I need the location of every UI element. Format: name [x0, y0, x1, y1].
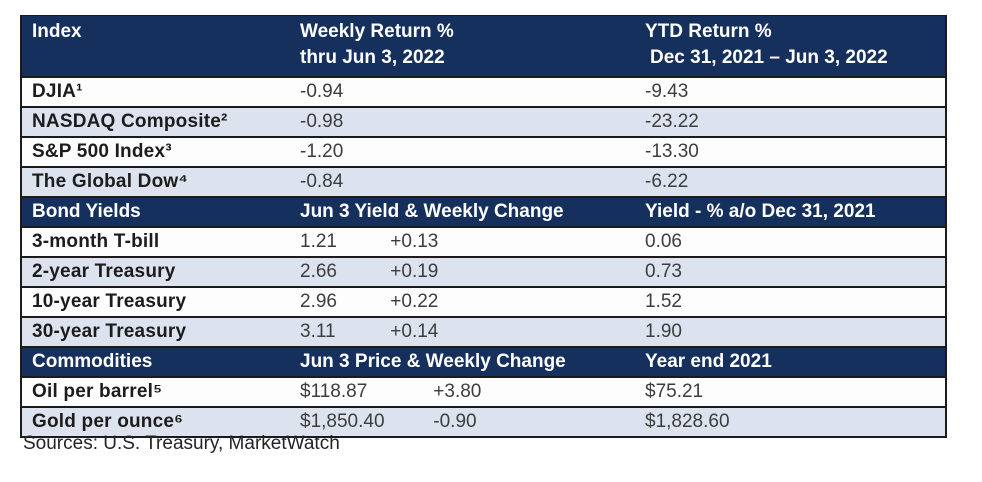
table-row-sp500: S&P 500 Index³ -1.20 -13.30: [22, 136, 945, 166]
weekly-change-value: -0.90: [433, 411, 477, 432]
weekly-change-value: +3.80: [433, 381, 482, 402]
table-row-30year-treasury: 30-year Treasury 3.11 +0.14 1.90: [22, 316, 945, 346]
weekly-change-value: +0.14: [390, 321, 439, 342]
ytd-return-value: -23.22: [645, 111, 699, 132]
row-label: 10-year Treasury: [32, 291, 187, 312]
bond-yields-col2-header: Jun 3 Yield & Weekly Change: [300, 201, 564, 222]
row-label: Oil per barrel⁵: [32, 381, 163, 402]
weekly-change-value: +0.13: [390, 231, 439, 252]
table-row-global-dow: The Global Dow⁴ -0.84 -6.22: [22, 166, 945, 196]
yield-value: 1.21: [300, 231, 337, 252]
price-and-change-cell: $118.87 +3.80: [298, 381, 643, 403]
commodities-header-label: Commodities: [32, 351, 153, 372]
table-row-2year-treasury: 2-year Treasury 2.66 +0.19 0.73: [22, 256, 945, 286]
market-data-table: Index Weekly Return % thru Jun 3, 2022 Y…: [20, 15, 947, 438]
weekly-return-value: -0.98: [300, 111, 344, 132]
ytd-return-header: YTD Return % Dec 31, 2021 – Jun 3, 2022: [643, 19, 945, 71]
table-row-oil: Oil per barrel⁵ $118.87 +3.80 $75.21: [22, 376, 945, 406]
year-end-price-value: $1,828.60: [645, 411, 730, 432]
table-row-3month-tbill: 3-month T-bill 1.21 +0.13 0.06: [22, 226, 945, 256]
weekly-return-value: -0.94: [300, 81, 344, 102]
yield-and-change-cell: 2.96 +0.22: [298, 291, 643, 313]
year-end-yield-value: 1.90: [645, 321, 682, 342]
row-label: The Global Dow⁴: [32, 171, 188, 192]
bond-yields-col3-header: Yield - % a/o Dec 31, 2021: [645, 201, 876, 222]
yield-and-change-cell: 1.21 +0.13: [298, 231, 643, 253]
commodities-col3-header: Year end 2021: [645, 351, 772, 372]
commodities-col2-header: Jun 3 Price & Weekly Change: [300, 351, 566, 372]
table-row-gold: Gold per ounce⁶ $1,850.40 -0.90 $1,828.6…: [22, 406, 945, 436]
weekly-return-header: Weekly Return % thru Jun 3, 2022: [298, 19, 643, 71]
table-row-10year-treasury: 10-year Treasury 2.96 +0.22 1.52: [22, 286, 945, 316]
ytd-return-value: -13.30: [645, 141, 699, 162]
yield-value: 2.66: [300, 261, 337, 282]
year-end-yield-value: 0.73: [645, 261, 682, 282]
bond-yields-header-label: Bond Yields: [32, 201, 141, 222]
table-row-nasdaq: NASDAQ Composite² -0.98 -23.22: [22, 106, 945, 136]
weekly-return-value: -1.20: [300, 141, 344, 162]
weekly-return-value: -0.84: [300, 171, 344, 192]
row-label: DJIA¹: [32, 81, 83, 102]
price-value: $118.87: [300, 381, 368, 402]
row-label: 30-year Treasury: [32, 321, 187, 342]
year-end-yield-value: 0.06: [645, 231, 682, 252]
weekly-return-header-line1: Weekly Return %: [300, 21, 454, 42]
sources-note: Sources: U.S. Treasury, MarketWatch: [23, 433, 340, 454]
row-label: NASDAQ Composite²: [32, 111, 228, 132]
price-value: $1,850.40: [300, 411, 385, 432]
yield-value: 3.11: [300, 321, 336, 342]
weekly-change-value: +0.22: [390, 291, 439, 312]
commodities-header-row: Commodities Jun 3 Price & Weekly Change …: [22, 346, 945, 376]
year-end-yield-value: 1.52: [645, 291, 682, 312]
yield-value: 2.96: [300, 291, 337, 312]
ytd-return-header-line2: Dec 31, 2021 – Jun 3, 2022: [650, 47, 888, 68]
bond-yields-header-row: Bond Yields Jun 3 Yield & Weekly Change …: [22, 196, 945, 226]
yield-and-change-cell: 2.66 +0.19: [298, 261, 643, 283]
weekly-change-value: +0.19: [390, 261, 439, 282]
row-label: Gold per ounce⁶: [32, 411, 184, 432]
weekly-return-header-line2: thru Jun 3, 2022: [300, 47, 445, 68]
row-label: 2-year Treasury: [32, 261, 176, 282]
row-label: 3-month T-bill: [32, 231, 160, 252]
ytd-return-value: -9.43: [645, 81, 689, 102]
year-end-price-value: $75.21: [645, 381, 704, 402]
table-row-djia: DJIA¹ -0.94 -9.43: [22, 76, 945, 106]
ytd-return-value: -6.22: [645, 171, 689, 192]
yield-and-change-cell: 3.11 +0.14: [298, 321, 643, 343]
ytd-return-header-line1: YTD Return %: [645, 21, 772, 42]
index-header-label: Index: [32, 21, 82, 42]
index-header-row: Index Weekly Return % thru Jun 3, 2022 Y…: [22, 16, 945, 76]
row-label: S&P 500 Index³: [32, 141, 172, 162]
price-and-change-cell: $1,850.40 -0.90: [298, 411, 643, 433]
